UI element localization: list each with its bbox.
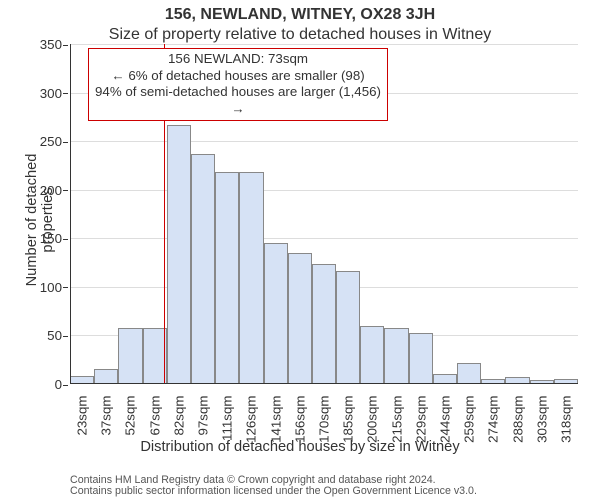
annotation-line: 94% of semi-detached houses are larger (…	[95, 84, 381, 117]
x-tick-label: 274sqm	[486, 396, 501, 446]
histogram-bar	[191, 154, 215, 384]
chart-title-address: 156, NEWLAND, WITNEY, OX28 3JH	[0, 6, 600, 24]
histogram-bar	[167, 125, 191, 384]
x-tick-label: 259sqm	[462, 396, 477, 446]
x-tick-label: 170sqm	[317, 396, 332, 446]
x-tick-label: 215sqm	[389, 396, 404, 446]
x-tick-label: 229sqm	[413, 396, 428, 446]
x-tick-label: 23sqm	[75, 396, 90, 446]
y-tick-label: 150	[22, 231, 62, 246]
histogram-bar	[360, 326, 384, 384]
x-tick-label: 52sqm	[123, 396, 138, 446]
chart-container: { "titles": { "line1": "156, NEWLAND, WI…	[0, 0, 600, 500]
annotation-box: 156 NEWLAND: 73sqm← 6% of detached house…	[88, 48, 388, 121]
y-tick-label: 0	[22, 377, 62, 392]
histogram-bar	[264, 243, 288, 384]
x-tick-label: 82sqm	[171, 396, 186, 446]
x-tick-label: 97sqm	[196, 396, 211, 446]
x-tick-label: 318sqm	[558, 396, 573, 446]
histogram-bar	[94, 369, 118, 384]
histogram-bar	[336, 271, 360, 384]
y-tick-label: 300	[22, 86, 62, 101]
y-tick-label: 250	[22, 134, 62, 149]
histogram-bar	[118, 328, 142, 384]
attribution-text: Contains HM Land Registry data © Crown c…	[70, 475, 477, 498]
y-tick-label: 100	[22, 280, 62, 295]
histogram-bar	[239, 172, 263, 384]
x-tick-label: 126sqm	[244, 396, 259, 446]
y-tick-label: 50	[22, 328, 62, 343]
x-tick-label: 37sqm	[99, 396, 114, 446]
histogram-bar	[143, 328, 167, 384]
histogram-bar	[409, 333, 433, 384]
histogram-bar	[457, 363, 481, 384]
x-tick-label: 288sqm	[510, 396, 525, 446]
histogram-bar	[288, 253, 312, 384]
x-tick-label: 111sqm	[220, 396, 235, 446]
histogram-bar	[384, 328, 408, 384]
annotation-line: ← 6% of detached houses are smaller (98)	[95, 68, 381, 85]
x-tick-label: 141sqm	[268, 396, 283, 446]
x-tick-label: 67sqm	[147, 396, 162, 446]
x-tick-label: 200sqm	[365, 396, 380, 446]
x-tick-label: 244sqm	[437, 396, 452, 446]
x-tick-label: 156sqm	[292, 396, 307, 446]
x-tick-label: 185sqm	[341, 396, 356, 446]
y-tick-label: 200	[22, 183, 62, 198]
y-tick-label: 350	[22, 37, 62, 52]
histogram-bar	[215, 172, 239, 384]
chart-title-subtitle: Size of property relative to detached ho…	[0, 26, 600, 44]
histogram-bar	[312, 264, 336, 384]
attribution-line-2: Contains public sector information licen…	[70, 486, 477, 498]
annotation-line: 156 NEWLAND: 73sqm	[95, 51, 381, 68]
x-tick-label: 303sqm	[534, 396, 549, 446]
